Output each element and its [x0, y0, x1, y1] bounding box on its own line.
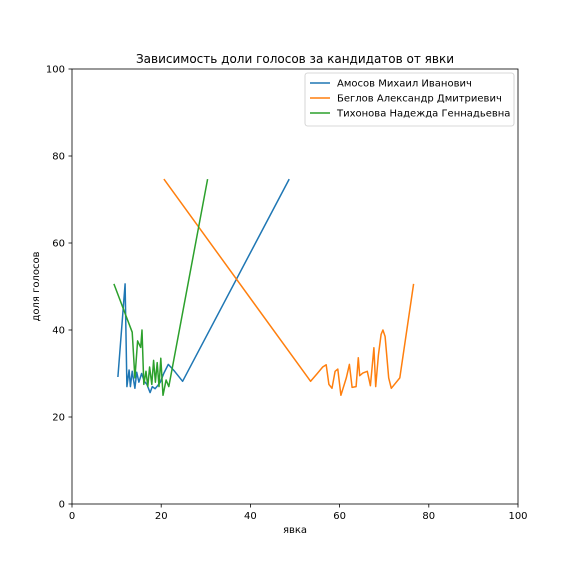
series-line-1 [117, 178, 290, 394]
x-tick-label: 20 [155, 511, 168, 522]
series-line-2 [163, 178, 415, 397]
series-line-3 [113, 178, 209, 397]
x-tick-label: 0 [69, 511, 75, 522]
y-tick-label: 20 [52, 413, 65, 424]
x-tick-label: 60 [333, 511, 346, 522]
axes-frame [71, 68, 519, 505]
x-axis-label: явка [283, 525, 307, 536]
legend: Амосов Михаил Иванович Беглов Александр Д… [304, 72, 515, 127]
y-tick-label: 80 [52, 152, 65, 163]
x-tick-label: 80 [422, 511, 435, 522]
x-tick-label: 100 [508, 511, 527, 522]
legend-label-3: Тихонова Надежда Геннадьевна [336, 109, 510, 120]
legend-label-2: Беглов Александр Дмитриевич [337, 94, 502, 105]
x-tick-label: 40 [244, 511, 257, 522]
legend-box [304, 72, 515, 127]
legend-label-1: Амосов Михаил Иванович [337, 79, 472, 90]
y-tick-label: 100 [46, 65, 65, 76]
y-tick-label: 40 [52, 326, 65, 337]
plot-area: 0 20 40 60 80 100 0 20 40 60 80 100 [46, 65, 528, 523]
y-tick-label: 0 [59, 500, 65, 511]
y-tick-label: 60 [52, 239, 65, 250]
y-axis-label: доля голосов [31, 251, 42, 321]
chart-title: Зависимость доли голосов за кандидатов о… [136, 52, 454, 66]
